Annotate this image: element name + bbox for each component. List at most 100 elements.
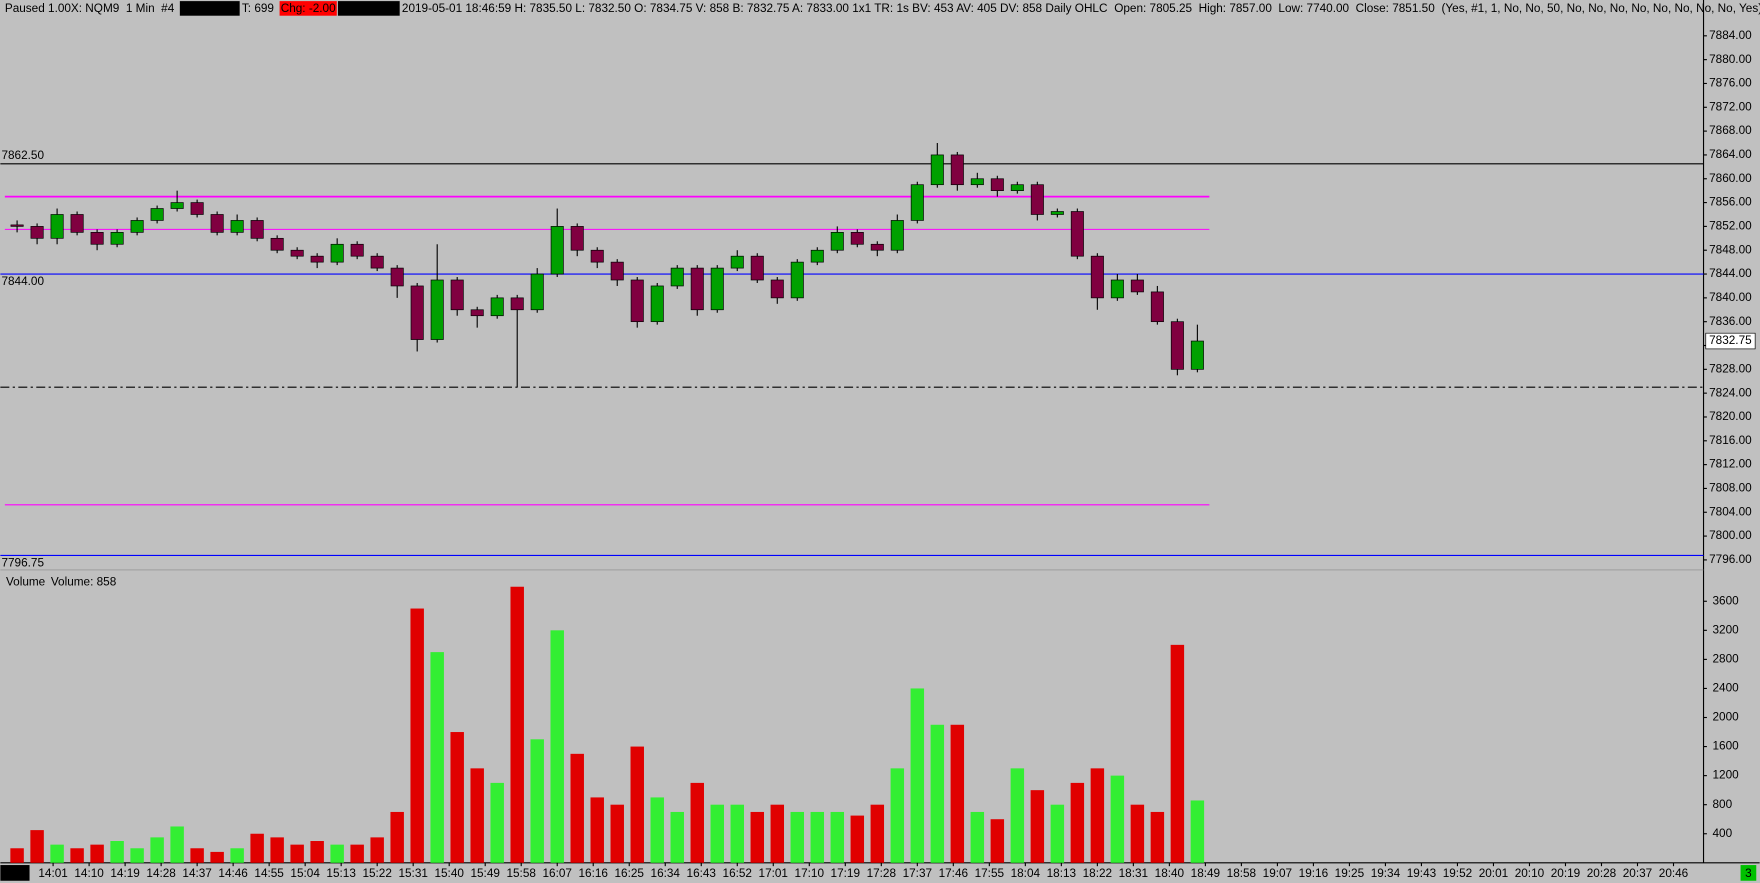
volume-bar	[590, 797, 604, 863]
y-tick-label: 7844.00	[1709, 267, 1752, 280]
volume-bar	[190, 848, 204, 863]
candle-body	[230, 220, 244, 233]
volume-bar	[1150, 811, 1165, 863]
x-tick-label: 20:19	[1551, 867, 1580, 880]
volume-bar	[250, 833, 264, 863]
x-tick-label: 18:40	[1155, 867, 1185, 880]
x-tick-label: 17:10	[795, 867, 825, 880]
x-tick-label: 19:16	[1299, 867, 1329, 880]
x-tick-label: 17:28	[867, 867, 897, 880]
x-tick-label: 20:01	[1479, 867, 1508, 880]
x-tick-label: 20:37	[1623, 867, 1652, 880]
volume-bar	[730, 804, 745, 863]
volume-bar	[330, 844, 344, 863]
y-tick-label: 2400	[1713, 682, 1740, 695]
x-tick-label: 14:46	[218, 867, 248, 880]
date-tag-bg	[0, 865, 30, 881]
candle-body	[30, 226, 44, 239]
volume-bar	[1190, 800, 1205, 863]
volume-bar	[870, 804, 885, 863]
candle-body	[470, 309, 484, 317]
candle-body	[570, 226, 584, 251]
volume-bar	[350, 844, 364, 863]
candle-body	[130, 220, 144, 233]
x-tick-label: 17:55	[975, 867, 1005, 880]
candle-body	[270, 237, 284, 251]
candle-body	[310, 255, 324, 263]
candle-body	[10, 224, 24, 227]
x-tick-label: 17:46	[939, 867, 969, 880]
volume-bar	[630, 746, 644, 863]
candle-body	[910, 184, 924, 221]
volume-bar	[510, 586, 524, 863]
y-tick-label: 7852.00	[1709, 220, 1752, 233]
candle-body	[70, 214, 84, 233]
last-price-box	[1705, 332, 1756, 350]
volume-bar	[770, 804, 785, 863]
y-tick-label: 2800	[1713, 652, 1740, 665]
y-tick-label: 1600	[1713, 740, 1740, 753]
volume-bar	[610, 804, 624, 863]
candle-body	[170, 202, 184, 209]
volume-bar	[550, 630, 564, 863]
y-tick-label: 7884.00	[1709, 29, 1752, 42]
candle-body	[1110, 279, 1124, 299]
volume-bar	[270, 837, 284, 863]
volume-bar	[30, 830, 44, 863]
candle-body	[950, 154, 964, 186]
x-tick-label: 16:07	[542, 867, 571, 880]
x-tick-label: 18:49	[1191, 867, 1220, 880]
price-line-label: 7862.50	[1, 149, 44, 162]
candle-body	[530, 273, 544, 311]
candle-body	[390, 267, 404, 287]
y-tick-label: 400	[1713, 827, 1733, 840]
candle-body	[290, 249, 304, 257]
y-tick-label: 7876.00	[1709, 77, 1752, 90]
x-tick-label: 14:10	[74, 867, 104, 880]
candle-body	[350, 243, 364, 257]
y-tick-label: 7812.00	[1709, 458, 1752, 471]
volume-bar	[690, 782, 704, 863]
volume-bar	[790, 811, 805, 863]
candle-body	[370, 255, 384, 269]
candle-body	[1010, 184, 1024, 192]
volume-bar	[370, 837, 384, 863]
x-tick-label: 14:28	[146, 867, 176, 880]
candle-body	[430, 279, 444, 340]
volume-bar	[850, 815, 865, 863]
y-tick-label: 7796.00	[1709, 553, 1752, 566]
header-text: DChg: 0.00	[339, 2, 399, 15]
x-tick-label: 15:04	[290, 867, 320, 880]
volume-bar	[530, 739, 544, 863]
volume-bar	[290, 844, 304, 863]
candle-body	[750, 255, 764, 281]
y-tick-label: 7820.00	[1709, 410, 1752, 423]
volume-bar	[990, 819, 1005, 863]
candle-body	[610, 261, 624, 281]
x-tick-label: 16:25	[615, 867, 645, 880]
candle-body	[50, 214, 64, 239]
volume-bar	[470, 768, 484, 863]
volume-bar	[170, 826, 184, 863]
x-tick-label: 19:07	[1263, 867, 1292, 880]
candle-body	[90, 232, 104, 245]
candle-body	[670, 267, 684, 287]
candle-body	[1050, 211, 1064, 215]
candle-body	[650, 285, 664, 323]
candle-body	[410, 285, 424, 340]
x-tick-label: 15:49	[470, 867, 499, 880]
header-text: C: 7832.75	[181, 2, 239, 15]
volume-bar	[710, 804, 724, 863]
x-tick-label: 17:19	[831, 867, 860, 880]
volume-bar	[810, 811, 825, 863]
y-tick-label: 3200	[1713, 623, 1740, 636]
volume-bar	[1130, 804, 1145, 863]
volume-bar	[1170, 644, 1185, 863]
y-tick-label: 7804.00	[1709, 505, 1752, 518]
x-tick-label: 18:13	[1047, 867, 1077, 880]
y-tick-label: 2000	[1713, 711, 1740, 724]
volume-bar	[1090, 768, 1105, 863]
